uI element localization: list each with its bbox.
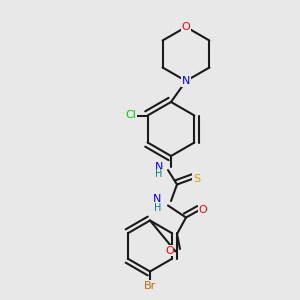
Text: N: N	[182, 76, 190, 86]
Text: O: O	[182, 22, 190, 32]
Text: Cl: Cl	[126, 110, 136, 121]
Text: S: S	[193, 173, 200, 184]
Text: H: H	[155, 169, 163, 179]
Text: H: H	[154, 202, 161, 213]
Text: O: O	[165, 245, 174, 256]
Text: Br: Br	[144, 281, 156, 291]
Text: O: O	[198, 205, 207, 215]
Text: N: N	[155, 161, 163, 172]
Text: N: N	[153, 194, 162, 205]
